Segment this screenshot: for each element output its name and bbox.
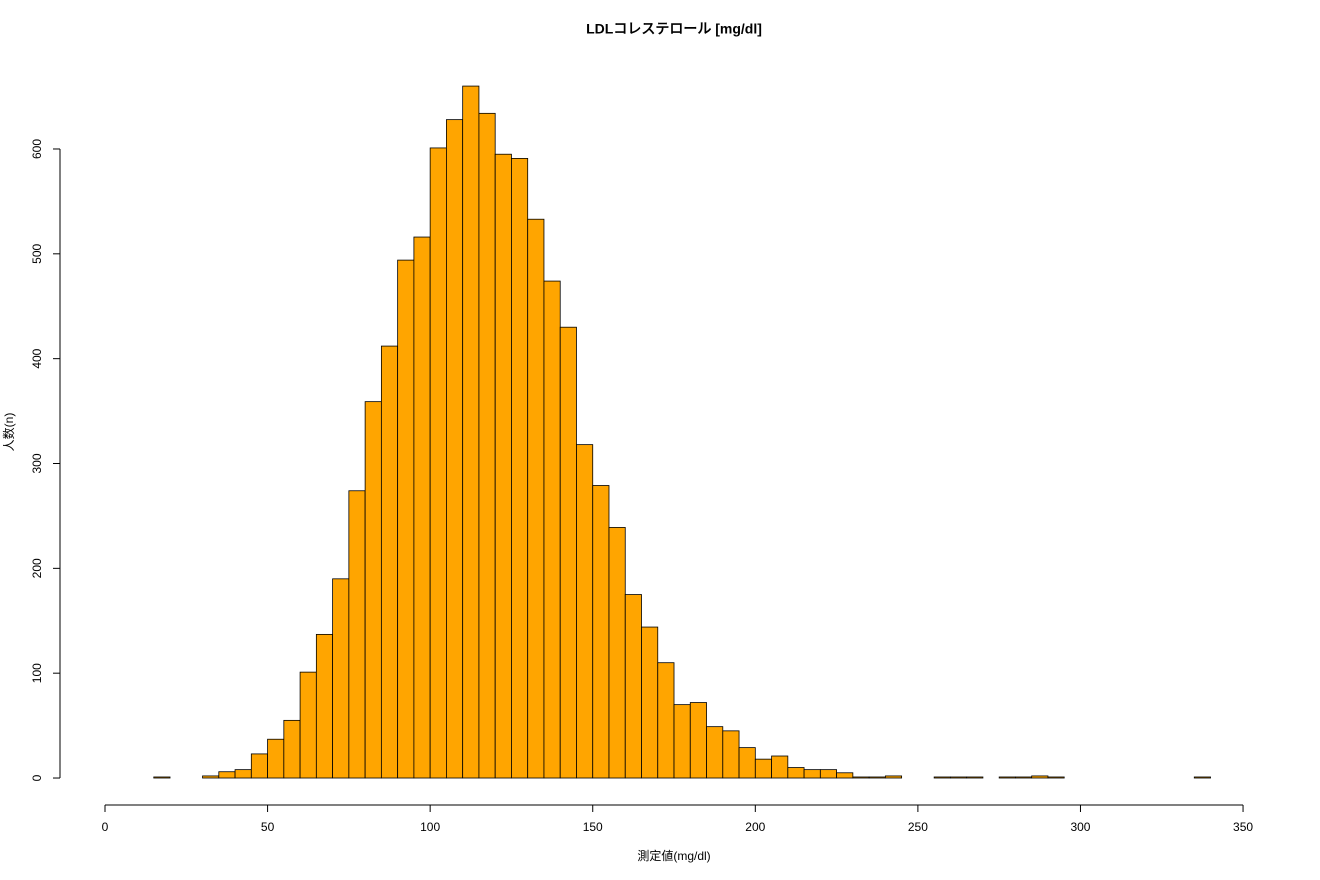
bar: [722, 730, 740, 779]
bar: [592, 485, 610, 779]
bar: [884, 775, 903, 779]
y-axis-label: 人数(n): [1, 413, 16, 452]
bar: [738, 747, 756, 779]
bar: [299, 671, 317, 779]
x-tick-label: 50: [261, 820, 275, 834]
bar: [836, 772, 854, 779]
y-tick-label: 300: [30, 453, 44, 473]
bar: [250, 753, 268, 779]
bar: [787, 767, 805, 779]
bar: [819, 769, 837, 779]
bar: [543, 280, 561, 779]
y-tick-label: 0: [30, 774, 44, 781]
bar: [1193, 776, 1211, 779]
bar: [559, 326, 577, 779]
bar: [1031, 775, 1049, 779]
x-tick-label: 350: [1233, 820, 1253, 834]
bar: [364, 401, 382, 779]
y-tick-label: 100: [30, 663, 44, 683]
bar: [218, 771, 236, 779]
bar: [608, 527, 626, 779]
bar: [852, 776, 870, 779]
bar: [153, 776, 171, 779]
bar: [478, 112, 496, 779]
x-tick-label: 200: [745, 820, 765, 834]
bar: [771, 755, 789, 779]
bar: [446, 119, 464, 779]
x-tick-label: 0: [102, 820, 109, 834]
bar: [315, 633, 334, 779]
bar: [576, 444, 594, 779]
bar: [234, 769, 252, 779]
chart-title: LDLコレステロール [mg/dl]: [586, 21, 762, 37]
y-tick-label: 200: [30, 558, 44, 578]
bar: [397, 259, 415, 779]
y-tick-label: 400: [30, 348, 44, 368]
x-tick-label: 250: [908, 820, 928, 834]
bar: [380, 345, 399, 779]
x-tick-label: 100: [420, 820, 440, 834]
bar: [803, 769, 821, 779]
y-tick-label: 600: [30, 139, 44, 159]
bar: [689, 702, 707, 779]
bar: [511, 158, 529, 779]
bar: [657, 662, 675, 779]
bar: [527, 218, 545, 779]
bar: [462, 85, 480, 779]
bar: [950, 776, 968, 779]
bar: [966, 776, 984, 779]
x-axis-label: 測定値(mg/dl): [637, 848, 710, 863]
bar: [494, 153, 512, 779]
bar: [868, 776, 886, 779]
y-tick-label: 500: [30, 243, 44, 263]
bar: [641, 626, 659, 779]
bar: [1015, 776, 1033, 779]
bar: [332, 578, 350, 779]
bar: [754, 758, 772, 779]
bar: [429, 147, 447, 779]
bar: [413, 236, 431, 779]
bar: [283, 719, 301, 779]
bar: [933, 776, 951, 779]
bar: [673, 704, 691, 779]
bar: [202, 775, 220, 779]
x-tick-label: 300: [1070, 820, 1090, 834]
bar: [348, 490, 366, 779]
bar: [267, 738, 285, 779]
bar: [624, 594, 642, 779]
bar: [706, 726, 724, 779]
x-tick-label: 150: [583, 820, 603, 834]
bar: [1047, 776, 1065, 779]
bar: [998, 776, 1016, 779]
